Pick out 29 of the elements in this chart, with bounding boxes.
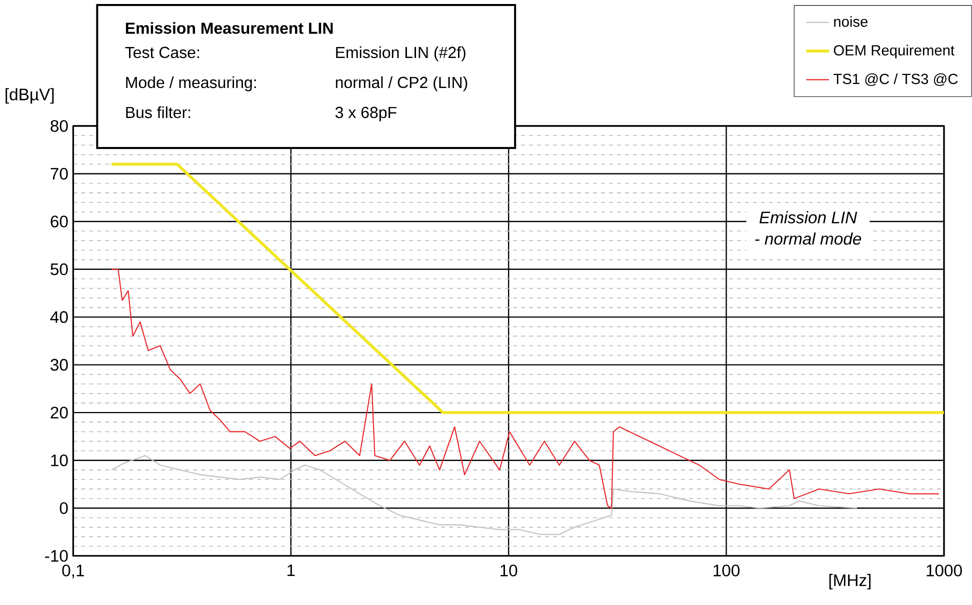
text: normal / CP2 (LIN) (336, 76, 468, 92)
y-axis-title: [dBµV] (6, 88, 54, 104)
x-axis-title: [MHz] (829, 574, 871, 590)
text: Emission LIN (#2f) (336, 46, 466, 62)
legend-label: TS1 @C / TS3 @C (834, 73, 958, 86)
y-tick-label: 60 (50, 216, 68, 228)
legend-label: noise (834, 16, 868, 27)
text: Bus filter: (126, 106, 190, 118)
y-tick-label: 30 (50, 358, 68, 371)
x-tick-label: 10 (500, 564, 518, 576)
text: 3 x 68pF (335, 106, 396, 122)
text: Mode / measuring: (126, 76, 256, 92)
chart-title: Emission Measurement LIN (126, 22, 333, 34)
x-tick-label: 0,1 (62, 564, 84, 578)
y-tick-label: -10 (45, 550, 68, 562)
annotation: Emission LIN (759, 211, 858, 224)
x-tick-label: 1 (288, 564, 295, 576)
x-tick-label: 1000 (926, 564, 962, 576)
y-tick-label: 0 (60, 502, 68, 514)
y-tick-label: 10 (51, 454, 68, 466)
text: Test Case: (125, 46, 199, 58)
y-tick-label: 70 (50, 168, 68, 180)
y-tick-label: 50 (50, 263, 68, 276)
y-tick-label: 20 (50, 406, 68, 419)
y-tick-label: 40 (50, 311, 68, 324)
y-tick-label: 80 (50, 120, 68, 132)
legend-label: OEM Requirement (834, 44, 954, 58)
x-tick-label: 100 (714, 564, 740, 576)
annotation: - normal mode (755, 232, 862, 245)
